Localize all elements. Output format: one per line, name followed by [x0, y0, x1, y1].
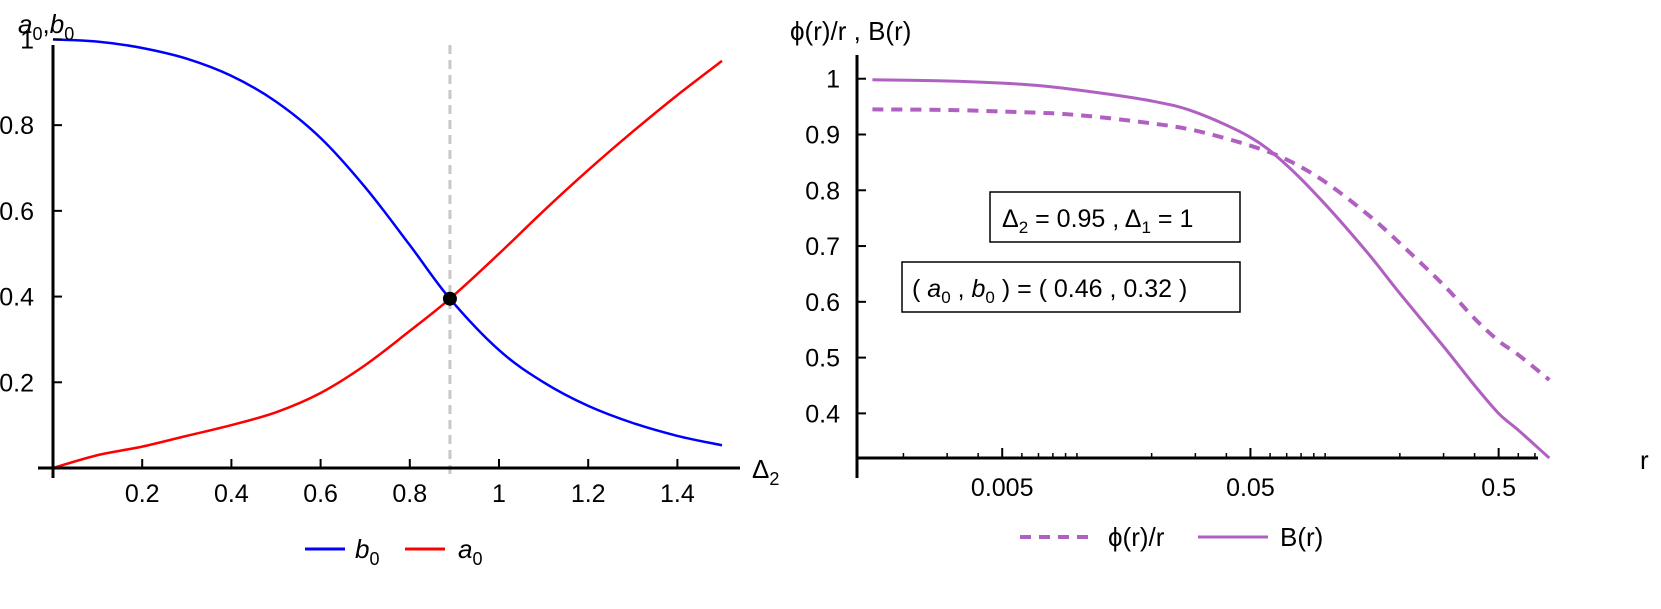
- right-x-ticks: 0.005 0.05 0.5: [902, 448, 1536, 502]
- right-y-tick-label-0: 0.4: [805, 400, 840, 428]
- left-x-axis-title: Δ2: [752, 454, 779, 489]
- right-x-tick-label-0: 0.005: [971, 474, 1034, 502]
- legend-label-b0: b0: [355, 534, 379, 569]
- left-y-ticks: 0.2 0.4 0.6 0.8 1: [0, 26, 62, 397]
- right-y-tick-label-5: 0.9: [805, 122, 840, 150]
- right-y-tick-label-3: 0.7: [805, 233, 840, 261]
- left-intersection-marker: [442, 291, 457, 306]
- annotation-text-a0b0: ( a0 , b0 ) = ( 0.46 , 0.32 ): [912, 275, 1187, 307]
- legend-item-b0: b0: [305, 534, 379, 569]
- annotation-box: [901, 261, 1241, 313]
- left-x-tick-label-5: 1.2: [571, 480, 606, 508]
- right-annotation-a0b0: ( a0 , b0 ) = ( 0.46 , 0.32 ): [901, 261, 1241, 313]
- left-y-tick-label-4: 1: [20, 26, 34, 54]
- left-x-tick-label-2: 0.6: [303, 480, 338, 508]
- right-y-tick-label-4: 0.8: [805, 177, 840, 205]
- legend-label-a0: a0: [458, 534, 482, 569]
- left-x-ticks: 0.2 0.4 0.6 0.8 1 1.2 1.4: [125, 459, 695, 508]
- right-y-tick-label-2: 0.6: [805, 289, 840, 317]
- left-y-tick-label-3: 0.8: [0, 112, 34, 140]
- legend-item-a0: a0: [405, 534, 482, 569]
- left-y-tick-label-2: 0.6: [0, 198, 34, 226]
- annotation-text-deltas: Δ2 = 0.95 , Δ1 = 1: [1002, 205, 1193, 237]
- chart-left: 0.2 0.4 0.6 0.8 1 1.2 1.4 0.20.40.60.81 a0,b0 …: [0, 9, 779, 569]
- left-x-tick-label-1: 0.4: [214, 480, 249, 508]
- right-x-tick-label-1: 0.05: [1226, 474, 1275, 502]
- legend-label-B: B(r): [1280, 522, 1323, 552]
- right-plot-area: [872, 78, 1551, 460]
- right-annotation-deltas: Δ2 = 0.95 , Δ1 = 1: [989, 191, 1241, 243]
- annotation-box: [989, 191, 1241, 243]
- left-series-b0-line: [52, 38, 723, 447]
- left-x-tick-label-0: 0.2: [125, 480, 160, 508]
- left-plot-area: [52, 38, 723, 478]
- legend-label-phi: ϕ(r)/r: [1108, 522, 1165, 552]
- left-y-tick-label-0: 0.2: [0, 369, 34, 397]
- right-legend: ϕ(r)/r B(r): [1020, 522, 1323, 552]
- legend-item-phi: ϕ(r)/r: [1020, 522, 1165, 552]
- left-legend: b0 a0: [305, 534, 482, 569]
- left-y-axis-title: a0,b0: [18, 9, 74, 44]
- chart-right: 0.005 0.05 0.5 0.4 0.5 0.6 0.7 0.8 0.9 1 ϕ(r)/r …: [790, 16, 1649, 552]
- right-y-tick-label-1: 0.5: [805, 345, 840, 373]
- left-y-tick-label-1: 0.4: [0, 284, 34, 312]
- right-series-phi-line: [872, 107, 1551, 382]
- legend-item-B: B(r): [1198, 522, 1323, 552]
- right-series-B-line: [872, 78, 1551, 460]
- left-series-a0-line: [52, 59, 723, 470]
- right-y-ticks: 0.4 0.5 0.6 0.7 0.8 0.9 1: [805, 66, 866, 428]
- right-x-tick-label-2: 0.5: [1481, 474, 1516, 502]
- right-y-axis-title: ϕ(r)/r , B(r): [790, 16, 911, 46]
- right-y-tick-label-6: 1: [826, 66, 840, 94]
- left-x-tick-label-4: 1: [492, 480, 506, 508]
- right-x-axis-title: r: [1640, 445, 1649, 475]
- left-x-tick-label-6: 1.4: [660, 480, 695, 508]
- left-x-tick-label-3: 0.8: [392, 480, 427, 508]
